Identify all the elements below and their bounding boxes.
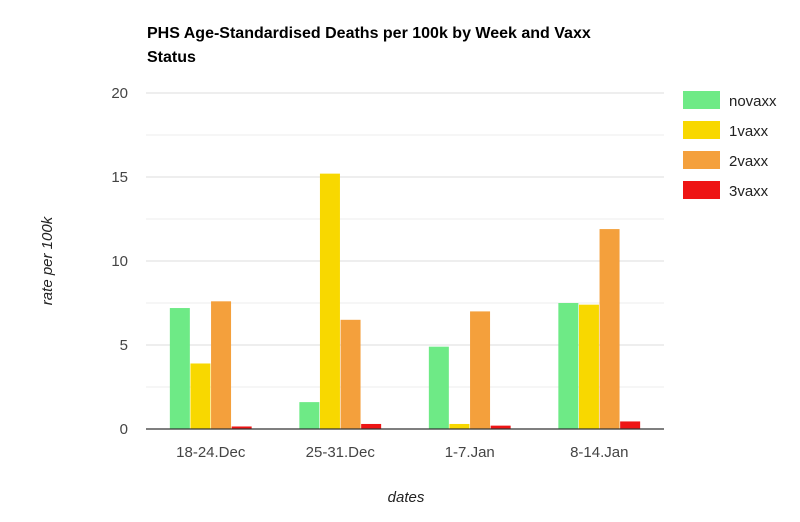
legend-label-2vaxx: 2vaxx: [729, 153, 769, 170]
y-tick-label: 5: [120, 337, 128, 354]
legend-label-1vaxx: 1vaxx: [729, 123, 769, 140]
legend: novaxx 1vaxx 2vaxx 3vaxx: [683, 91, 777, 200]
x-tick-label: 8-14.Jan: [570, 444, 628, 461]
bar-novaxx-3: [558, 303, 579, 429]
bar-novaxx-0: [169, 308, 190, 429]
legend-label-novaxx: novaxx: [729, 93, 777, 110]
y-tick-label: 15: [111, 169, 128, 186]
bar-novaxx-2: [428, 346, 449, 429]
gridlines: [146, 92, 664, 388]
bar-3vaxx-3: [620, 421, 641, 429]
bar-3vaxx-0: [231, 426, 252, 429]
bar-2vaxx-2: [470, 311, 491, 429]
bar-3vaxx-2: [490, 425, 511, 429]
bar-3vaxx-1: [361, 423, 382, 429]
chart-title-line-1: PHS Age-Standardised Deaths per 100k by …: [147, 25, 591, 42]
bar-novaxx-1: [299, 402, 320, 429]
bar-1vaxx-3: [578, 304, 599, 429]
legend-swatch-2vaxx: [683, 151, 720, 169]
legend-swatch-novaxx: [683, 91, 720, 109]
bar-1vaxx-1: [319, 173, 340, 429]
y-tick-label: 20: [111, 85, 128, 102]
bars: [169, 173, 641, 429]
y-axis-ticks: 0 5 10 15 20: [111, 85, 128, 438]
bar-1vaxx-2: [449, 423, 470, 429]
bar-1vaxx-0: [190, 363, 211, 429]
x-axis-title: dates: [388, 489, 425, 506]
chart-title-line-2: Status: [147, 49, 196, 66]
bar-2vaxx-0: [211, 301, 232, 429]
y-tick-label: 0: [120, 421, 128, 438]
y-tick-label: 10: [111, 253, 128, 270]
legend-swatch-1vaxx: [683, 121, 720, 139]
x-tick-label: 1-7.Jan: [445, 444, 495, 461]
x-tick-label: 25-31.Dec: [306, 444, 376, 461]
bar-2vaxx-1: [340, 319, 361, 429]
legend-label-3vaxx: 3vaxx: [729, 183, 769, 200]
bar-2vaxx-3: [599, 229, 620, 429]
x-axis-ticks: 18-24.Dec 25-31.Dec 1-7.Jan 8-14.Jan: [176, 444, 628, 461]
x-tick-label: 18-24.Dec: [176, 444, 246, 461]
legend-swatch-3vaxx: [683, 181, 720, 199]
y-axis-title: rate per 100k: [39, 215, 56, 305]
